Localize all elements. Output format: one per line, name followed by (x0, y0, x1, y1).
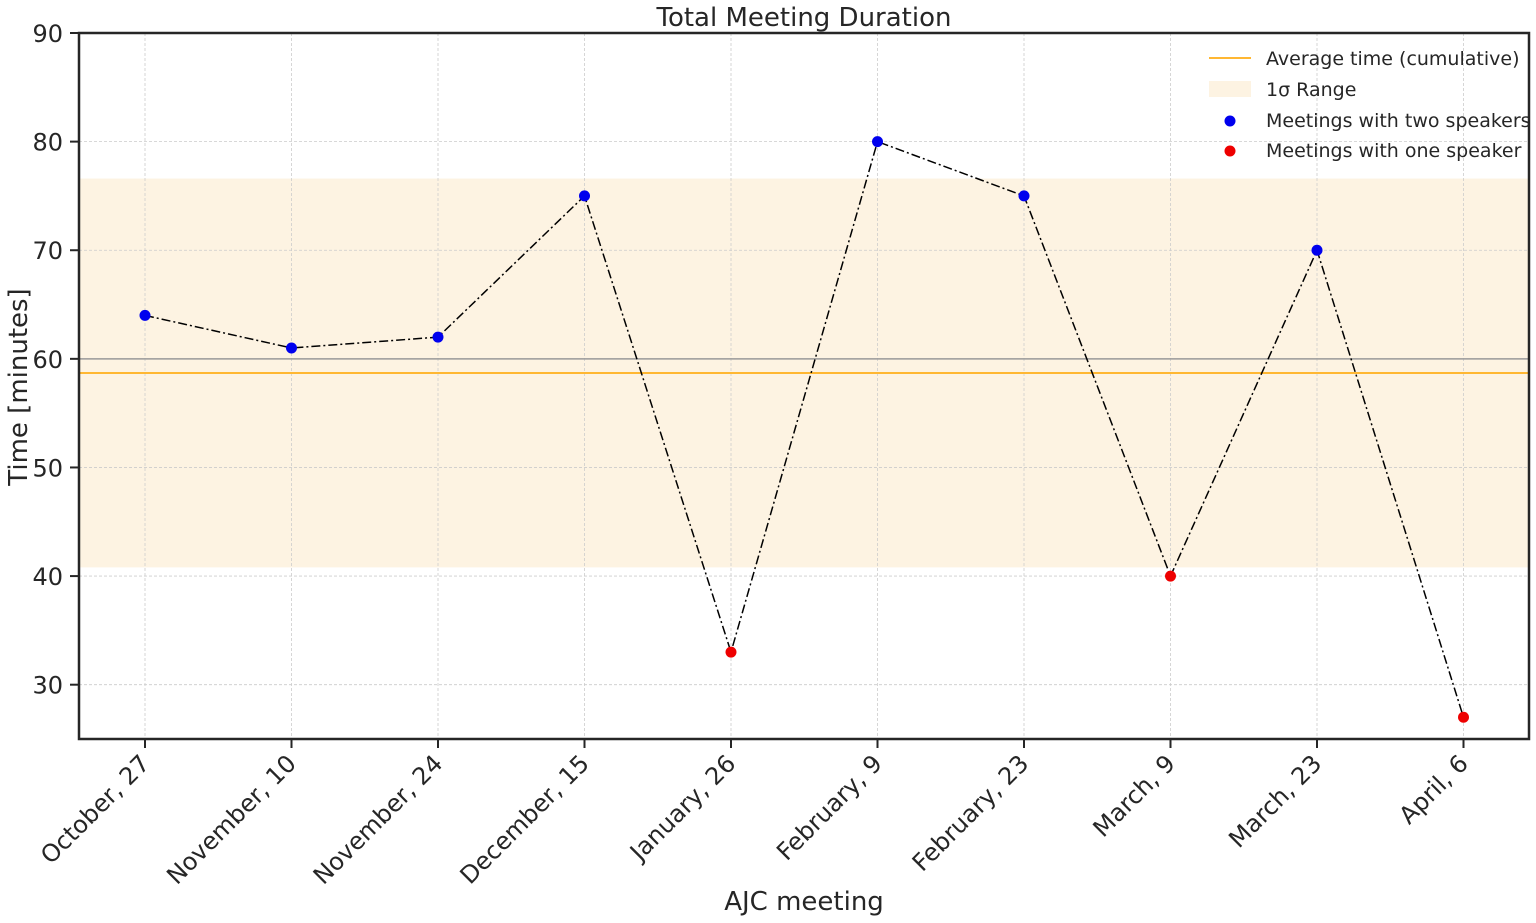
two-speakers-point (872, 136, 883, 148)
legend-average-label: Average time (cumulative) (1266, 48, 1519, 70)
two-speakers-point (139, 309, 151, 321)
reference-layer (79, 358, 1529, 374)
y-axis-title: Time [minutes] (4, 288, 34, 486)
series-connector-line (144, 140, 1465, 718)
one-speaker-point (725, 646, 737, 658)
legend-one-speaker-label: Meetings with one speaker (1266, 140, 1522, 162)
one-speaker-point (1165, 570, 1176, 582)
legend-one-speaker-marker (1224, 145, 1236, 157)
two-speakers-point (1018, 190, 1030, 202)
y-tick-label: 40 (32, 563, 63, 591)
two-speakers-point (286, 342, 297, 354)
chart-title: Total Meeting Duration (655, 3, 951, 33)
one-speaker-point (1458, 711, 1469, 723)
y-tick-label: 60 (32, 346, 63, 374)
legend-two-speakers-marker (1224, 115, 1236, 127)
y-tick-label: 80 (32, 129, 63, 157)
legend-sigma-swatch (1209, 81, 1251, 97)
two-speakers-point (1311, 244, 1323, 256)
two-speakers-point (579, 190, 590, 202)
legend: Average time (cumulative) 1σ Range Meeti… (1209, 48, 1531, 162)
y-tick-label: 30 (32, 672, 63, 700)
y-tick-label: 70 (32, 237, 63, 265)
legend-two-speakers-label: Meetings with two speakers (1266, 110, 1531, 132)
y-tick-label: 90 (32, 20, 63, 48)
axes-layer (77, 31, 1531, 741)
two-speakers-point (432, 331, 444, 343)
legend-sigma-label: 1σ Range (1266, 79, 1356, 101)
plot-frame (77, 31, 1531, 741)
y-tick-label: 50 (32, 454, 63, 482)
series-layer (139, 136, 1469, 723)
x-axis-title: AJC meeting (724, 887, 884, 917)
